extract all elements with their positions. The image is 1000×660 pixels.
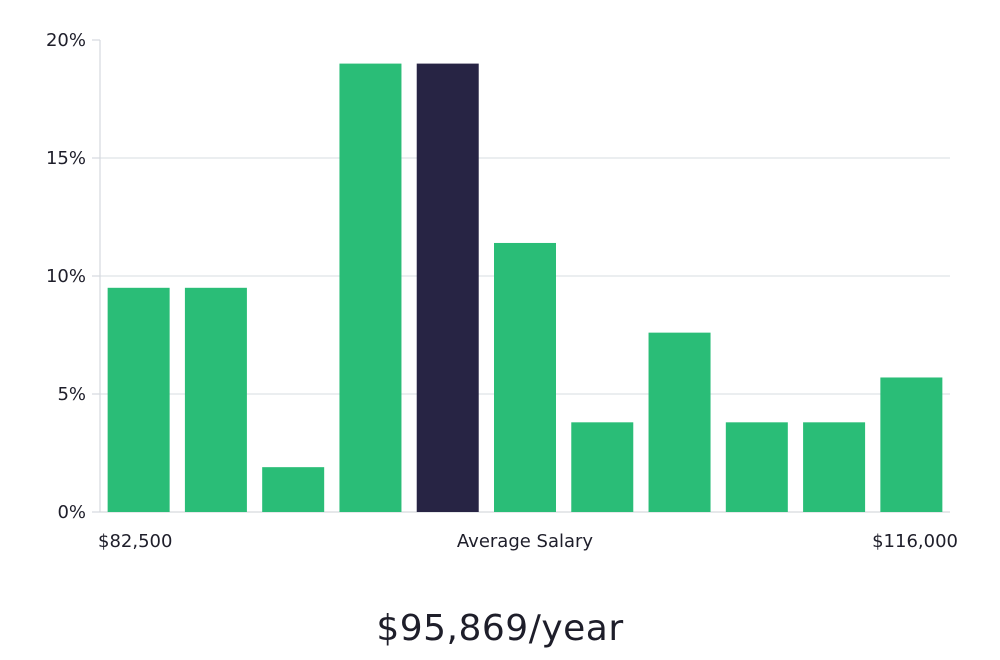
y-tick-label: 5% (57, 384, 86, 405)
bar-average-highlight (416, 63, 479, 512)
x-max-label: $116,000 (872, 531, 958, 552)
salary-histogram: 0% 5% 10% 15% 20% $82,500 Average Salary $11… (46, 30, 958, 552)
y-tick-labels: 0% 5% 10% 15% 20% (46, 30, 86, 523)
bar (803, 422, 866, 512)
bar (648, 332, 711, 512)
bar (725, 422, 788, 512)
bar (262, 467, 325, 512)
y-tick-label: 0% (57, 502, 86, 523)
y-tick-label: 20% (46, 30, 86, 51)
bars (107, 63, 943, 512)
bar (494, 242, 556, 512)
bar (339, 63, 402, 512)
bar (880, 377, 943, 512)
bar (107, 287, 170, 512)
bar (184, 287, 247, 512)
x-center-label: Average Salary (457, 531, 594, 552)
x-labels: $82,500 Average Salary $116,000 (98, 531, 958, 552)
y-tick-label: 15% (46, 148, 86, 169)
average-salary-value: $95,869/year (376, 608, 624, 649)
x-min-label: $82,500 (98, 531, 172, 552)
y-tick-label: 10% (46, 266, 86, 287)
bar (571, 422, 634, 512)
